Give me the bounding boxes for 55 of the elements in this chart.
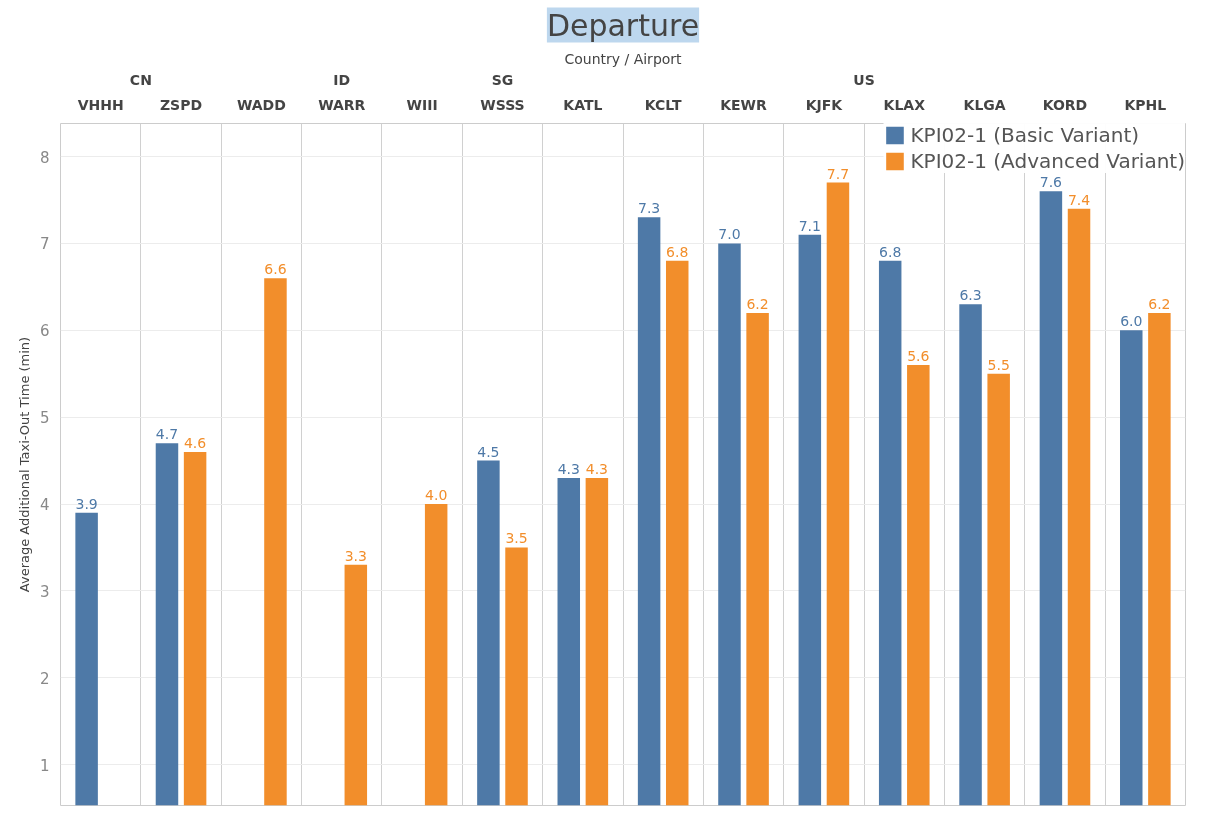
data-label: 3.9 xyxy=(75,495,98,512)
x-tick-label: WARR xyxy=(318,96,366,113)
data-label: 6.2 xyxy=(746,295,769,312)
data-label: 5.6 xyxy=(907,348,930,365)
x-tick-label: ZSPD xyxy=(159,96,203,113)
data-label: 6.8 xyxy=(666,243,689,260)
legend-label: KPI02-1 (Advanced Variant) xyxy=(910,149,1185,173)
data-label: 4.6 xyxy=(183,434,207,451)
legend-label: KPI02-1 (Basic Variant) xyxy=(910,123,1140,147)
x-tick-label: KCLT xyxy=(644,96,682,113)
chart-title: Departure xyxy=(546,7,700,43)
data-label: 4.5 xyxy=(477,443,500,460)
data-label: 4.3 xyxy=(585,460,609,477)
y-axis-title: Average Additional Taxi-Out Time (min) xyxy=(16,336,32,593)
data-label: 3.5 xyxy=(505,530,528,547)
data-label: 7.6 xyxy=(1039,174,1063,191)
data-label: 4.7 xyxy=(155,426,179,443)
y-tick-label: 1 xyxy=(39,756,50,775)
data-label: 6.2 xyxy=(1148,295,1171,312)
text: US xyxy=(853,71,875,88)
y-tick-label: 3 xyxy=(39,582,50,601)
y-tick-label: 2 xyxy=(39,669,50,688)
x-tick-label: KLAX xyxy=(883,96,926,113)
x-tick-label: WADD xyxy=(236,96,286,113)
x-tick-label: WIII xyxy=(406,96,438,113)
data-label: 6.3 xyxy=(959,287,982,304)
data-label: 7.3 xyxy=(637,200,661,217)
y-tick-label: 6 xyxy=(39,322,50,341)
x-axis-title: Country / Airport xyxy=(564,50,683,67)
x-tick-label: KORD xyxy=(1042,96,1088,113)
data-label: 4.3 xyxy=(557,460,580,477)
x-tick-label: KEWR xyxy=(720,96,768,113)
data-label: 6.6 xyxy=(264,261,287,278)
y-tick-label: 7 xyxy=(39,235,50,254)
text: ID xyxy=(333,71,351,88)
data-label: 7.4 xyxy=(1067,191,1091,208)
data-label: 6.8 xyxy=(879,243,902,260)
data-label: 3.3 xyxy=(344,547,367,564)
text: CN xyxy=(129,71,152,88)
x-tick-label: KATL xyxy=(563,96,603,113)
data-label: 6.0 xyxy=(1120,313,1143,330)
x-tick-label: KJFK xyxy=(805,96,844,113)
x-tick-label: WSSS xyxy=(480,96,525,113)
text: SG xyxy=(491,71,514,88)
data-label: 7.0 xyxy=(718,226,741,243)
y-tick-label: 5 xyxy=(39,409,50,428)
x-tick-label: VHHH xyxy=(77,96,124,113)
y-tick-label: 4 xyxy=(39,496,50,515)
data-label: 4.0 xyxy=(425,487,448,504)
x-tick-label: KPHL xyxy=(1124,96,1167,113)
y-tick-label: 8 xyxy=(39,148,50,167)
x-tick-label: KLGA xyxy=(963,96,1006,113)
data-label: 7.1 xyxy=(798,217,821,234)
data-label: 5.5 xyxy=(987,356,1010,373)
data-label: 7.7 xyxy=(826,165,850,182)
